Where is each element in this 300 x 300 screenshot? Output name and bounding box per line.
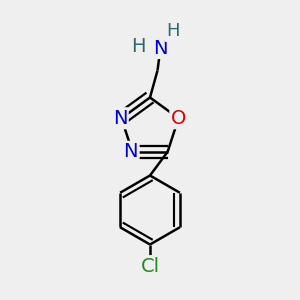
- Text: H: H: [166, 22, 179, 40]
- Text: N: N: [124, 142, 138, 161]
- Text: Cl: Cl: [140, 256, 160, 276]
- Text: N: N: [153, 38, 168, 58]
- Text: N: N: [113, 109, 127, 128]
- Text: O: O: [171, 109, 186, 128]
- Text: H: H: [131, 37, 145, 56]
